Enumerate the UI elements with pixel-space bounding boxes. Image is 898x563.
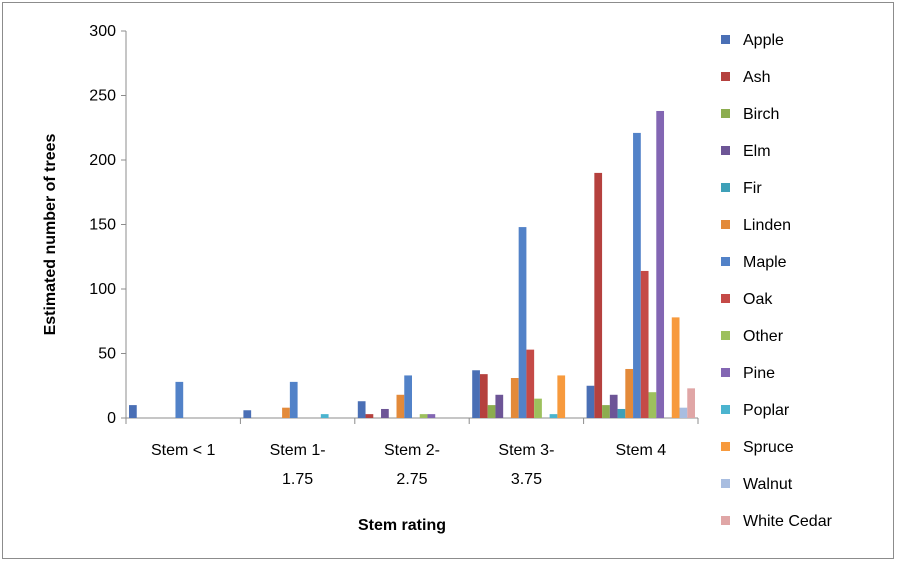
bar-linden xyxy=(510,378,519,418)
x-category-label: Stem 1- xyxy=(270,442,326,459)
legend-swatch xyxy=(721,479,730,488)
legend-label: Walnut xyxy=(743,476,793,493)
y-tick-label: 0 xyxy=(107,410,116,427)
legend-label: Pine xyxy=(743,365,775,382)
bar-birch xyxy=(487,405,496,418)
bar-ash xyxy=(479,374,488,418)
x-category-label: 1.75 xyxy=(282,471,313,488)
legend-swatch xyxy=(721,35,730,44)
bar-oak xyxy=(526,349,535,418)
bar-maple xyxy=(518,227,527,418)
bar-apple xyxy=(129,405,137,418)
bar-ash xyxy=(594,172,603,418)
legend-swatch xyxy=(721,220,730,229)
legend-swatch xyxy=(721,368,730,377)
legend: Apple Ash Birch Elm Fir Linden Maple Oak Other Pi… xyxy=(721,32,833,530)
bar-fir xyxy=(617,408,626,418)
legend-swatch xyxy=(721,405,730,414)
bar-birch xyxy=(602,405,610,418)
bar-poplar xyxy=(549,414,558,418)
y-axis-ticks: 0 50 100 150 200 250 300 xyxy=(89,23,126,427)
bar-pine xyxy=(656,110,665,418)
legend-label: Elm xyxy=(743,143,771,160)
x-axis-title: Stem rating xyxy=(358,517,446,534)
x-axis-category-labels: Stem < 1 Stem 1- 1.75 Stem 2- 2.75 Stem 3- 3.7… xyxy=(151,442,666,488)
y-tick-label: 200 xyxy=(89,152,116,169)
legend-swatch xyxy=(721,516,730,525)
legend-swatch xyxy=(721,331,730,340)
legend-swatch xyxy=(721,257,730,266)
bars xyxy=(129,110,695,418)
legend-label: Fir xyxy=(743,180,762,197)
bar-maple xyxy=(404,375,412,418)
legend-label: Maple xyxy=(743,254,787,271)
bar-apple xyxy=(357,401,366,418)
legend-label: Birch xyxy=(743,106,779,123)
legend-swatch xyxy=(721,109,730,118)
bar-elm xyxy=(381,408,389,418)
bar-white-cedar xyxy=(687,388,695,418)
bar-elm xyxy=(495,394,504,418)
bar-spruce xyxy=(671,317,680,418)
legend-label: Spruce xyxy=(743,439,794,456)
legend-swatch xyxy=(721,72,730,81)
y-axis-title: Estimated number of trees xyxy=(42,133,59,335)
x-category-label: 3.75 xyxy=(511,471,542,488)
bar-oak xyxy=(640,270,649,418)
legend-swatch xyxy=(721,183,730,192)
bar-maple xyxy=(175,381,184,418)
y-tick-label: 250 xyxy=(89,88,116,105)
bar-poplar xyxy=(320,414,329,418)
bar-elm xyxy=(609,394,618,418)
y-tick-label: 100 xyxy=(89,281,116,298)
x-category-label: Stem < 1 xyxy=(151,442,216,459)
x-category-label: Stem 4 xyxy=(615,442,666,459)
y-tick-label: 150 xyxy=(89,217,116,234)
legend-label: Apple xyxy=(743,32,784,49)
x-axis-category-ticks xyxy=(125,418,699,424)
y-tick-label: 50 xyxy=(98,346,116,363)
x-category-label: 2.75 xyxy=(396,471,427,488)
bar-apple xyxy=(243,410,252,418)
legend-swatch xyxy=(721,146,730,155)
x-category-label: Stem 3- xyxy=(498,442,554,459)
x-category-label: Stem 2- xyxy=(384,442,440,459)
bar-other xyxy=(534,398,542,418)
y-tick-label: 300 xyxy=(89,23,116,40)
legend-label: Oak xyxy=(743,291,773,308)
legend-swatch xyxy=(721,442,730,451)
bar-maple xyxy=(289,381,298,418)
bar-walnut xyxy=(679,407,688,418)
legend-label: Other xyxy=(743,328,784,345)
bar-linden xyxy=(396,394,405,418)
bar-pine xyxy=(427,414,436,418)
bar-maple xyxy=(633,132,641,418)
bar-other xyxy=(419,414,428,418)
bar-apple xyxy=(586,385,595,418)
legend-swatch xyxy=(721,294,730,303)
legend-label: Poplar xyxy=(743,402,790,419)
legend-label: White Cedar xyxy=(743,513,833,530)
bar-spruce xyxy=(557,375,566,418)
bar-ash xyxy=(365,414,374,418)
legend-label: Linden xyxy=(743,217,791,234)
bar-linden xyxy=(625,368,634,418)
bar-apple xyxy=(472,370,480,418)
bar-other xyxy=(648,392,657,418)
bar-linden xyxy=(282,407,290,418)
legend-label: Ash xyxy=(743,69,771,86)
